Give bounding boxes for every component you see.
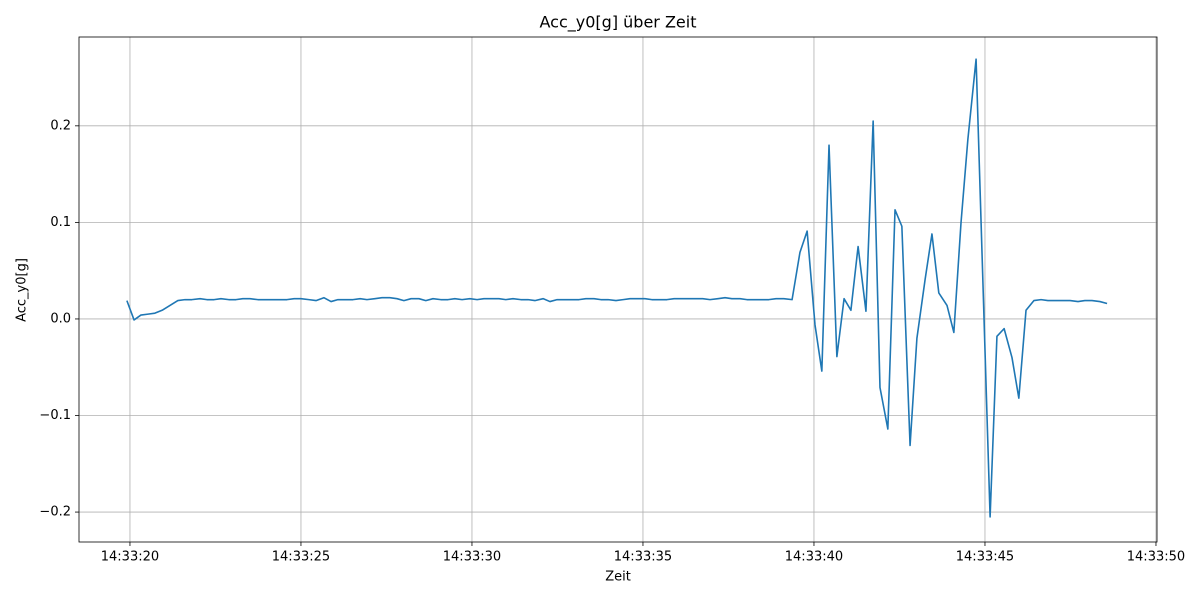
x-tick-label: 14:33:45 (956, 550, 1014, 565)
plot-frame (78, 36, 1158, 543)
x-tick-label: 14:33:35 (614, 550, 672, 565)
x-tick-label: 14:33:40 (785, 550, 843, 565)
x-tick-label: 14:33:25 (272, 550, 330, 565)
x-tick-label: 14:33:20 (101, 550, 159, 565)
x-tick-label: 14:33:50 (1127, 550, 1185, 565)
y-tick-label: 0.1 (50, 215, 71, 230)
y-axis-label: Acc_y0[g] (15, 258, 30, 322)
y-tick-label: −0.2 (39, 505, 71, 520)
y-tick-label: −0.1 (39, 408, 71, 423)
data-line (126, 58, 1108, 518)
x-tick-label: 14:33:30 (443, 550, 501, 565)
y-tick-label: 0.2 (50, 118, 71, 133)
y-tick-label: 0.0 (50, 311, 71, 326)
chart-title: Acc_y0[g] über Zeit (540, 13, 697, 33)
x-axis-label: Zeit (605, 570, 631, 585)
